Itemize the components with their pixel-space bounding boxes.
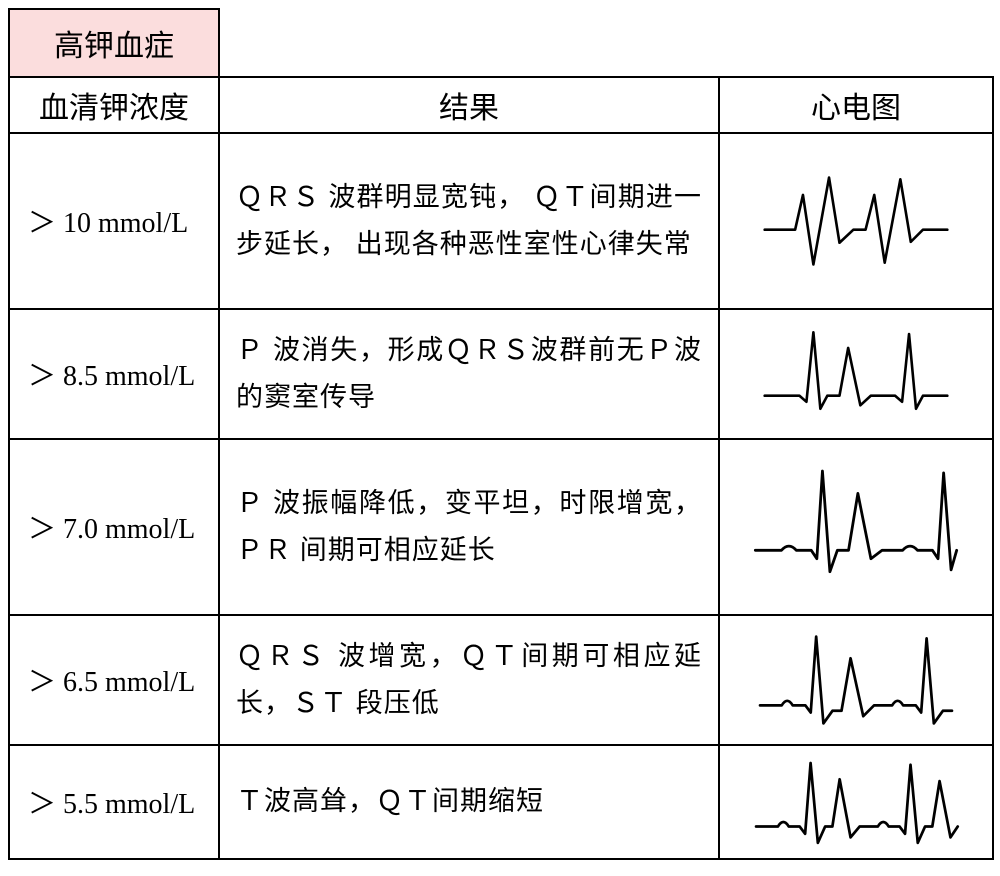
concentration-cell: ＞ 10 mmol/L: [9, 133, 219, 309]
ecg-cell: [719, 439, 993, 615]
table-row: ＞ 5.5 mmol/L Ｔ波高耸，ＱＴ间期缩短: [9, 745, 993, 859]
hyperkalemia-table: 高钾血症 血清钾浓度 结果 心电图 ＞ 10 mmol/L ＱＲＳ 波群明显宽钝…: [8, 8, 994, 860]
concentration-cell: ＞ 7.0 mmol/L: [9, 439, 219, 615]
ecg-cell: [719, 309, 993, 439]
ecg-cell: [719, 133, 993, 309]
table-row: ＞ 6.5 mmol/L ＱＲＳ 波增宽，ＱＴ间期可相应延长，ＳＴ 段压低: [9, 615, 993, 745]
ecg-waveform-icon: [751, 625, 961, 735]
ecg-waveform-icon: [746, 457, 966, 597]
table-title: 高钾血症: [9, 9, 219, 77]
title-row: 高钾血症: [9, 9, 993, 77]
concentration-cell: ＞ 8.5 mmol/L: [9, 309, 219, 439]
ecg-waveform-icon: [747, 752, 965, 852]
table-row: ＞ 8.5 mmol/L Ｐ 波消失，形成ＱＲＳ波群前无Ｐ波的窦室传导: [9, 309, 993, 439]
result-cell: ＱＲＳ 波群明显宽钝， ＱＴ间期进一步延长， 出现各种恶性室性心律失常: [219, 133, 719, 309]
ecg-cell: [719, 745, 993, 859]
concentration-cell: ＞ 5.5 mmol/L: [9, 745, 219, 859]
header-ecg: 心电图: [719, 77, 993, 133]
ecg-waveform-icon: [756, 319, 956, 429]
page: 高钾血症 血清钾浓度 结果 心电图 ＞ 10 mmol/L ＱＲＳ 波群明显宽钝…: [0, 8, 1000, 876]
ecg-waveform-icon: [756, 156, 956, 286]
concentration-cell: ＞ 6.5 mmol/L: [9, 615, 219, 745]
table-row: ＞ 7.0 mmol/L Ｐ 波振幅降低，变平坦，时限增宽，ＰＲ 间期可相应延长: [9, 439, 993, 615]
header-concentration: 血清钾浓度: [9, 77, 219, 133]
result-cell: Ｐ 波消失，形成ＱＲＳ波群前无Ｐ波的窦室传导: [219, 309, 719, 439]
ecg-cell: [719, 615, 993, 745]
result-cell: ＱＲＳ 波增宽，ＱＴ间期可相应延长，ＳＴ 段压低: [219, 615, 719, 745]
header-row: 血清钾浓度 结果 心电图: [9, 77, 993, 133]
table-row: ＞ 10 mmol/L ＱＲＳ 波群明显宽钝， ＱＴ间期进一步延长， 出现各种恶…: [9, 133, 993, 309]
header-result: 结果: [219, 77, 719, 133]
empty-cell: [719, 9, 993, 77]
result-cell: Ｐ 波振幅降低，变平坦，时限增宽，ＰＲ 间期可相应延长: [219, 439, 719, 615]
result-cell: Ｔ波高耸，ＱＴ间期缩短: [219, 745, 719, 859]
empty-cell: [219, 9, 719, 77]
